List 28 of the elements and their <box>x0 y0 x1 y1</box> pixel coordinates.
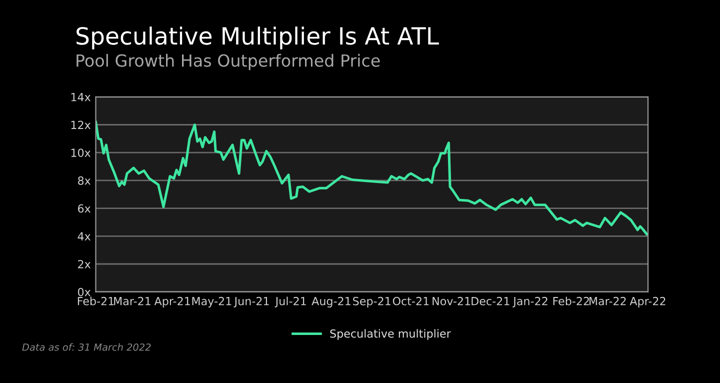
x-tick-label: Aug-21 <box>312 296 350 308</box>
text: Data as of: 31 March 2022 <box>22 343 151 351</box>
chart-subtitle: Pool Growth Has Outperformed Price <box>76 54 380 70</box>
y-tick-label: 10x <box>71 148 91 157</box>
x-tick-label: Feb-22 <box>553 296 589 306</box>
y-tick-label: 0x <box>78 288 91 296</box>
x-tick-label: Feb-21 <box>78 296 114 306</box>
y-tick-label: 2x <box>78 260 91 268</box>
x-tick-label: Jul-21 <box>274 296 306 308</box>
x-tick-label: Mar-22 <box>590 296 626 306</box>
y-tick-label: 14x <box>71 93 91 102</box>
x-tick-label: Apr-21 <box>154 296 190 308</box>
x-tick-label: Oct-21 <box>392 296 429 306</box>
x-tick-label: Sep-21 <box>353 296 390 308</box>
legend-label: Speculative multiplier <box>330 329 451 340</box>
chart-title: Speculative Multiplier Is At ATL <box>76 26 439 50</box>
line-series <box>96 120 648 236</box>
y-tick-label: 8x <box>78 176 91 185</box>
y-tick-label: 4x <box>78 232 91 240</box>
x-tick-label: Mar-21 <box>114 296 150 306</box>
x-tick-label: Dec-21 <box>472 296 510 306</box>
y-tick-label: 12x <box>71 120 91 129</box>
y-tick-label: 6x <box>78 204 91 213</box>
x-tick-label: Jun-21 <box>234 296 269 308</box>
x-tick-label: May-21 <box>192 296 232 308</box>
x-tick-label: Apr-22 <box>630 296 666 308</box>
x-tick-label: Jan-22 <box>512 296 548 308</box>
x-tick-label: Nov-21 <box>432 296 470 306</box>
